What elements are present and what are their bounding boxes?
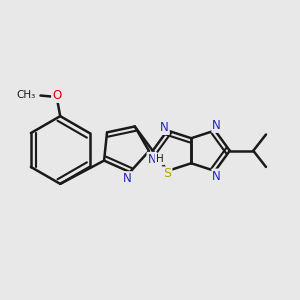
Text: S: S — [164, 167, 171, 180]
Text: N: N — [148, 153, 156, 166]
Text: CH₃: CH₃ — [16, 90, 35, 100]
Text: N: N — [160, 121, 169, 134]
Text: O: O — [52, 89, 61, 102]
Text: N: N — [123, 172, 131, 185]
Text: N: N — [212, 119, 221, 132]
Text: H: H — [156, 154, 164, 164]
Text: N: N — [212, 169, 221, 182]
